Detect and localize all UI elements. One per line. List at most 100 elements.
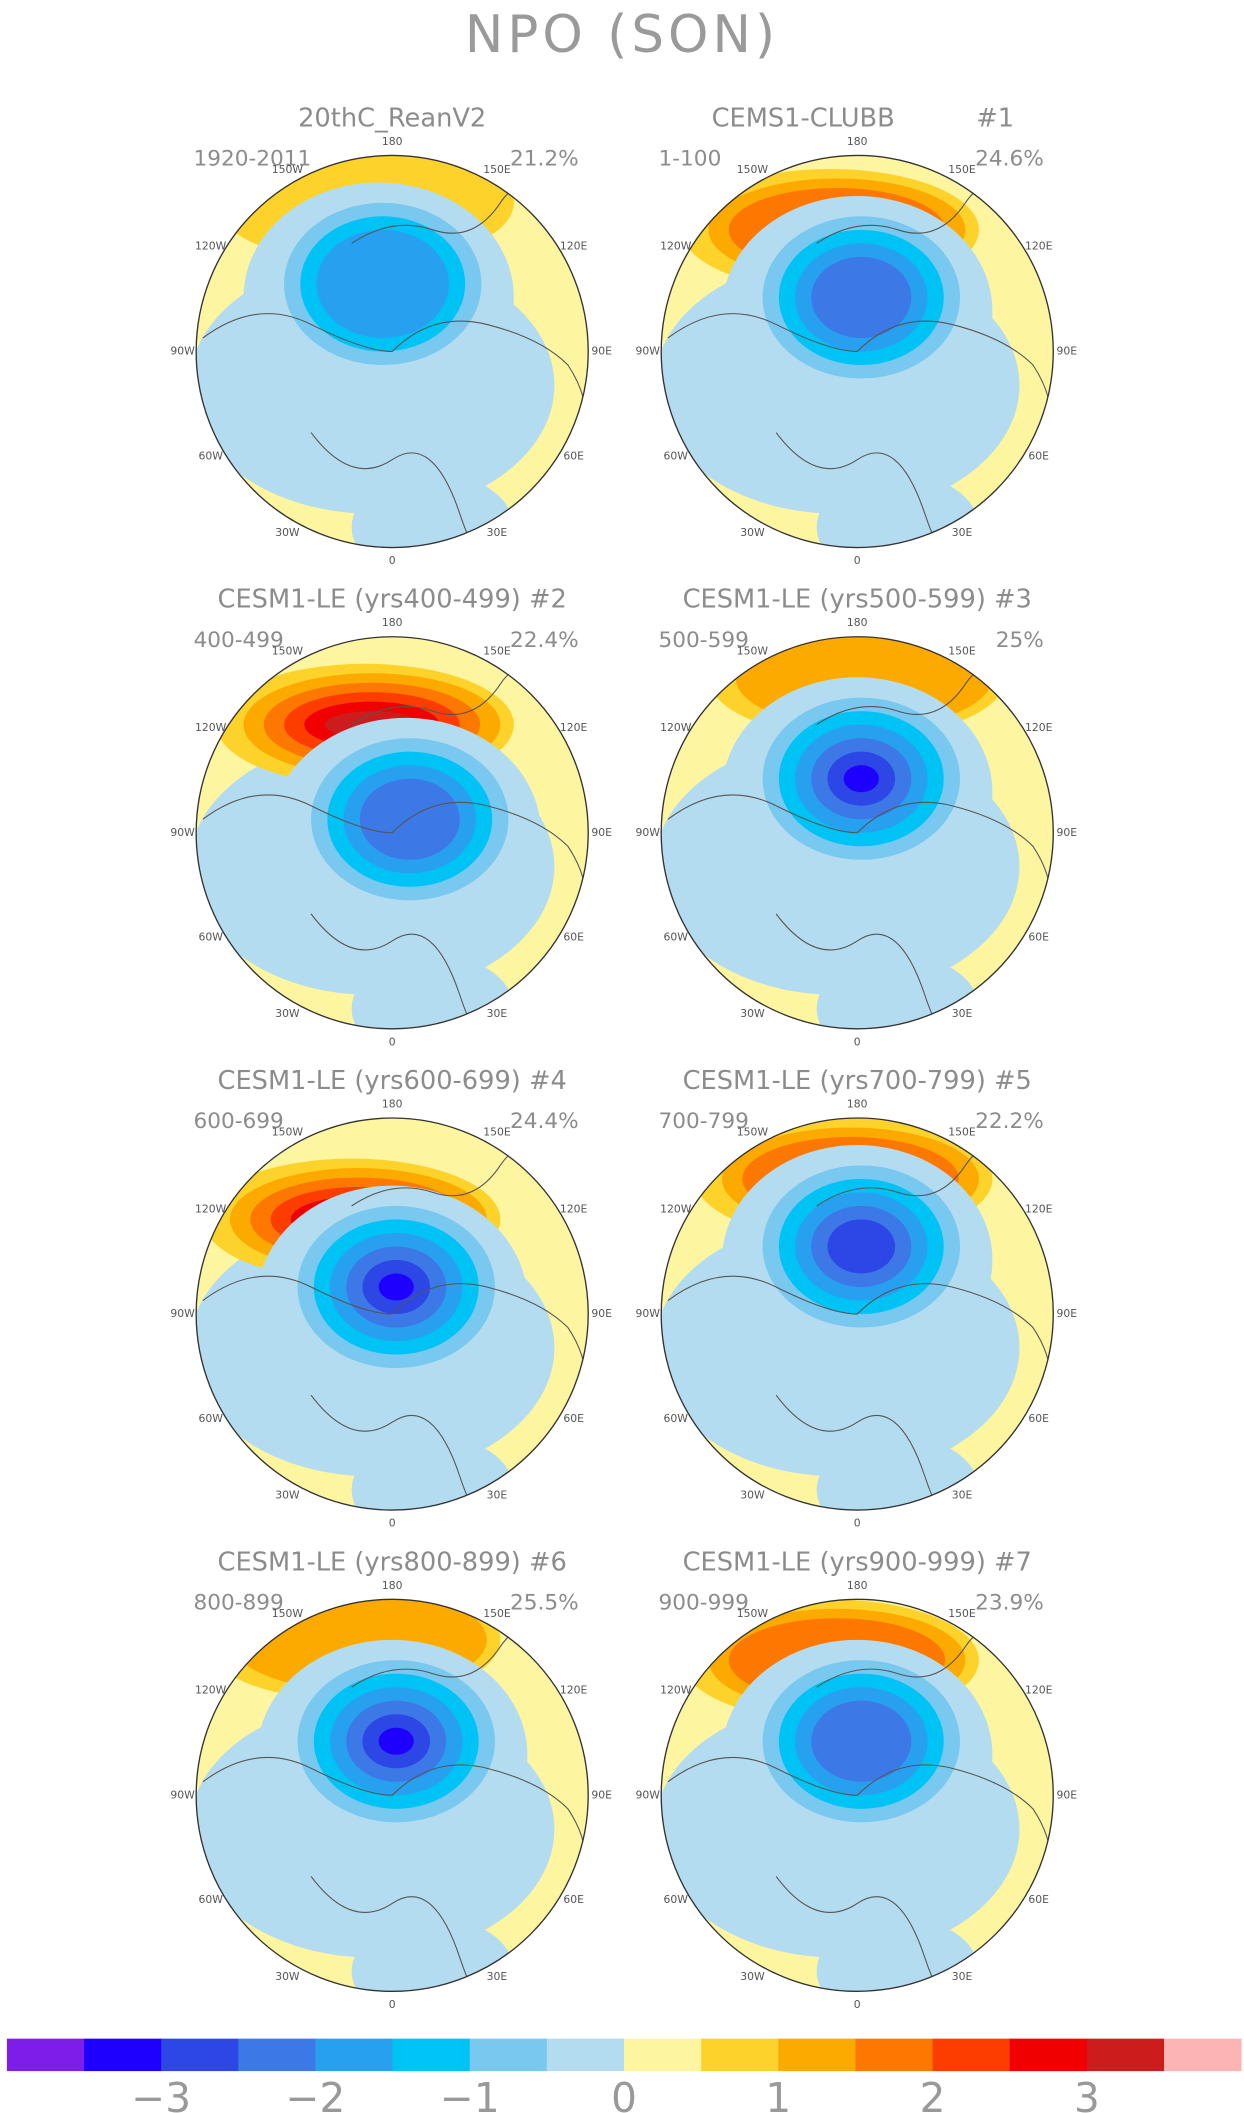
panel-title: CESM1-LE (yrs500-599) #3 — [683, 585, 1032, 615]
panel-period: 800-899 — [193, 1590, 283, 1615]
map-field — [196, 155, 589, 548]
longitude-label: 60E — [1028, 931, 1049, 944]
longitude-label: 30W — [275, 1489, 300, 1502]
longitude-label: 120W — [660, 721, 692, 734]
longitude-label: 120E — [1025, 240, 1053, 253]
map-border — [660, 154, 1054, 549]
colorbar-tick-label: 3 — [1074, 2074, 1100, 2113]
longitude-label: 60W — [664, 449, 689, 462]
panel-title: CESM1-LE (yrs800-899) #6 — [218, 1547, 567, 1577]
longitude-label: 150W — [737, 1607, 769, 1620]
longitude-label: 150E — [483, 644, 511, 657]
longitude-label: 150W — [272, 644, 304, 657]
longitude-label: 0 — [854, 554, 861, 567]
negative-region — [351, 1916, 514, 1992]
panel-period: 400-499 — [193, 628, 283, 653]
longitude-label: 120E — [1025, 721, 1053, 734]
colorbar-box — [701, 2038, 779, 2072]
colorbar-tick-label: 0 — [611, 2074, 637, 2113]
longitude-label: 30E — [487, 1489, 508, 1502]
colorbar-tick-label: −1 — [440, 2074, 500, 2113]
map-panel: CESM1-LE (yrs900-999) #7 900-999 23.9% 180 1… — [635, 1547, 1077, 2011]
panel-title: CESM1-LE (yrs700-799) #5 — [683, 1066, 1032, 1096]
colorbar-box — [6, 2038, 85, 2072]
longitude-label: 150E — [483, 1126, 511, 1139]
longitude-label: 0 — [389, 1998, 396, 2011]
longitude-label: 90E — [591, 1788, 612, 1801]
figure-title: NPO (SON) — [465, 5, 779, 65]
map-field — [661, 155, 1054, 548]
panel-variance: 23.9% — [975, 1590, 1044, 1615]
longitude-label: 150E — [948, 1607, 976, 1620]
negative-region — [316, 229, 449, 338]
map-panel: CESM1-LE (yrs400-499) #2 400-499 22.4% 180 1… — [170, 585, 612, 1049]
colorbar-box — [1164, 2038, 1242, 2072]
longitude-label: 180 — [847, 1097, 868, 1110]
panel-period: 500-599 — [659, 628, 749, 653]
longitude-label: 60W — [198, 931, 223, 944]
longitude-label: 150W — [737, 644, 769, 657]
longitude-label: 150E — [948, 1126, 976, 1139]
longitude-label: 180 — [382, 616, 403, 629]
longitude-label: 60E — [563, 449, 584, 462]
longitude-label: 90E — [1056, 1788, 1077, 1801]
colorbar-tick-label: −3 — [131, 2074, 191, 2113]
map-field — [196, 1118, 589, 1511]
map-panel: CESM1-LE (yrs500-599) #3 500-599 25% 180 150… — [635, 585, 1077, 1049]
longitude-label: 60W — [664, 931, 689, 944]
longitude-label: 150E — [948, 163, 976, 176]
panel-number: #1 — [976, 103, 1014, 133]
negative-region — [351, 1435, 514, 1511]
negative-region — [816, 1435, 979, 1511]
map-border — [660, 1117, 1054, 1511]
longitude-label: 180 — [847, 1579, 868, 1592]
longitude-label: 120E — [560, 721, 588, 734]
longitude-label: 120W — [195, 1202, 227, 1215]
longitude-label: 120W — [195, 1684, 227, 1697]
map-border — [660, 1598, 1054, 1993]
longitude-label: 150W — [272, 1607, 304, 1620]
negative-region — [811, 256, 912, 338]
negative-region — [359, 778, 460, 860]
panel-period: 1-100 — [659, 147, 722, 172]
panel-variance: 21.2% — [510, 147, 579, 172]
longitude-label: 60E — [1028, 449, 1049, 462]
longitude-label: 60W — [198, 1893, 223, 1906]
longitude-label: 90W — [635, 1788, 660, 1801]
longitude-label: 60E — [563, 1893, 584, 1906]
panel-period: 1920-2011 — [193, 147, 311, 172]
longitude-label: 180 — [382, 1097, 403, 1110]
panel-variance: 22.2% — [975, 1109, 1044, 1134]
negative-region — [816, 1916, 979, 1992]
longitude-label: 120W — [660, 1684, 692, 1697]
longitude-label: 30E — [487, 1007, 508, 1020]
panel-variance: 24.6% — [975, 147, 1044, 172]
colorbar-box — [161, 2038, 239, 2072]
panel-period: 900-999 — [659, 1590, 749, 1615]
longitude-label: 30W — [740, 526, 765, 539]
colorbar-box — [546, 2038, 625, 2072]
longitude-label: 120E — [1025, 1684, 1053, 1697]
map-panel: CESM1-LE (yrs800-899) #6 800-899 25.5% 180 1… — [170, 1547, 612, 2011]
panel-variance: 24.4% — [510, 1109, 579, 1134]
longitude-label: 150W — [737, 1126, 769, 1139]
map-field — [661, 636, 1054, 1029]
longitude-label: 60W — [198, 449, 223, 462]
longitude-label: 60E — [563, 931, 584, 944]
longitude-label: 150E — [483, 1607, 511, 1620]
longitude-label: 150E — [948, 644, 976, 657]
map-field — [196, 1599, 589, 1992]
panel-title: 20thC_ReanV2 — [298, 103, 486, 133]
longitude-label: 120E — [560, 240, 588, 253]
longitude-label: 120E — [560, 1684, 588, 1697]
longitude-label: 120W — [660, 240, 692, 253]
longitude-label: 90E — [1056, 1307, 1077, 1320]
longitude-label: 180 — [847, 135, 868, 148]
longitude-label: 90W — [635, 1307, 660, 1320]
longitude-label: 30E — [952, 1007, 973, 1020]
panel-title: CESM1-LE (yrs600-699) #4 — [218, 1066, 567, 1096]
panel-variance: 25.5% — [510, 1590, 579, 1615]
panel-title: CESM1-LE (yrs900-999) #7 — [683, 1547, 1032, 1577]
longitude-label: 90W — [170, 1788, 195, 1801]
longitude-label: 60E — [1028, 1893, 1049, 1906]
